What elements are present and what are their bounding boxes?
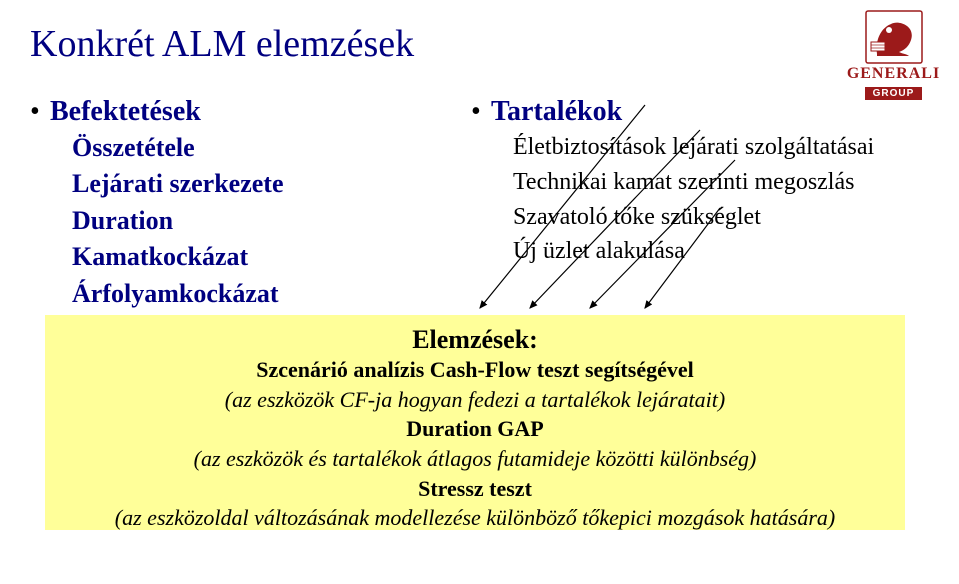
two-column-layout: Befektetések Összetétele Lejárati szerke… bbox=[30, 96, 929, 312]
analysis-line-5: (az eszközoldal változásának modellezése… bbox=[53, 503, 897, 533]
right-header: Tartalékok bbox=[491, 96, 929, 128]
analysis-line-2: Duration GAP bbox=[53, 414, 897, 444]
left-header: Befektetések bbox=[50, 96, 431, 128]
right-item-1: Technikai kamat szerinti megoszlás bbox=[513, 165, 929, 200]
analysis-title: Elemzések: bbox=[53, 325, 897, 355]
analysis-line-0: Szcenárió analízis Cash-Flow teszt segít… bbox=[53, 355, 897, 385]
analysis-line-1: (az eszközök CF-ja hogyan fedezi a tarta… bbox=[53, 385, 897, 415]
left-item-1: Lejárati szerkezete bbox=[72, 166, 431, 202]
right-item-2: Szavatoló tőke szükséglet bbox=[513, 200, 929, 235]
right-item-3: Új üzlet alakulása bbox=[513, 234, 929, 269]
slide-root: GENERALI GROUP Konkrét ALM elemzések Bef… bbox=[0, 0, 959, 584]
right-column: Tartalékok Életbiztosítások lejárati szo… bbox=[471, 96, 929, 312]
left-item-2: Duration bbox=[72, 203, 431, 239]
left-column: Befektetések Összetétele Lejárati szerke… bbox=[30, 96, 431, 312]
analysis-line-4: Stressz teszt bbox=[53, 474, 897, 504]
lion-icon bbox=[865, 10, 923, 64]
left-item-4: Árfolyamkockázat bbox=[72, 276, 431, 312]
brand-logo: GENERALI GROUP bbox=[846, 10, 941, 101]
analysis-line-3: (az eszközök és tartalékok átlagos futam… bbox=[53, 444, 897, 474]
left-item-3: Kamatkockázat bbox=[72, 239, 431, 275]
left-item-0: Összetétele bbox=[72, 130, 431, 166]
right-item-0: Életbiztosítások lejárati szolgáltatásai bbox=[513, 130, 929, 165]
slide-title: Konkrét ALM elemzések bbox=[30, 22, 929, 66]
brand-name: GENERALI bbox=[846, 65, 941, 83]
analysis-box: Elemzések: Szcenárió analízis Cash-Flow … bbox=[45, 315, 905, 530]
